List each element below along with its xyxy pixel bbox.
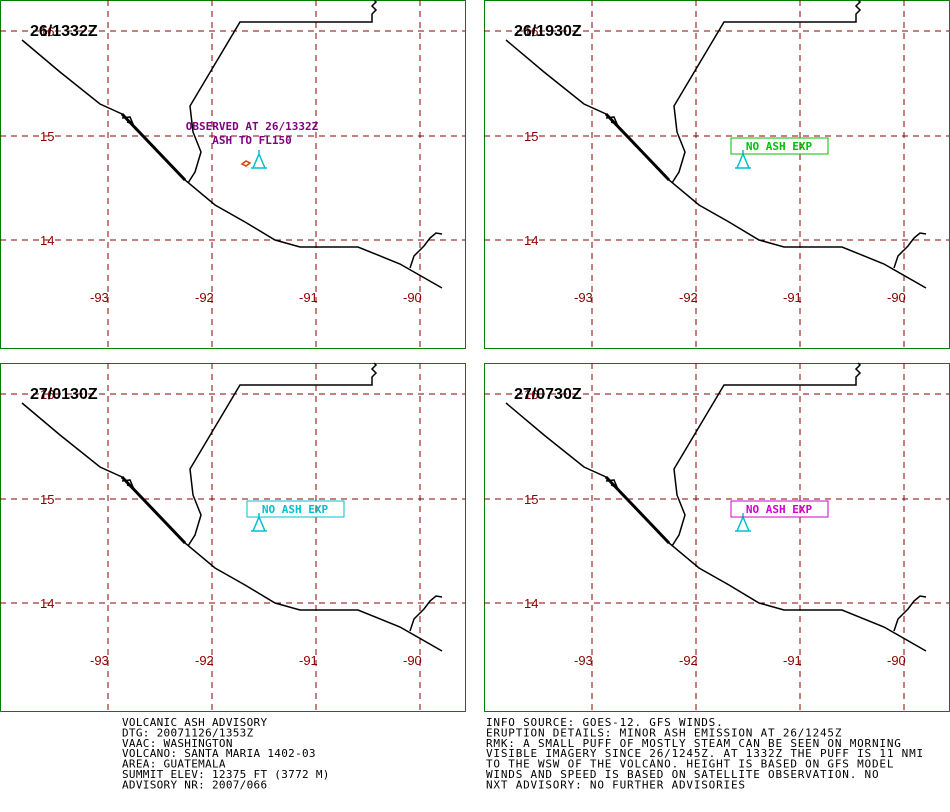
ash-area (240, 160, 252, 167)
coastline (409, 232, 443, 269)
lon-label: -92 (679, 290, 698, 305)
coastline (505, 402, 927, 652)
annotation: NO ASH EXP (262, 503, 329, 516)
coastline (893, 595, 927, 632)
annotation: NO ASH EXP (746, 503, 813, 516)
annotation-box (730, 500, 829, 518)
lat-label: 16 (524, 387, 538, 402)
lon-label: -90 (887, 653, 906, 668)
annotation: NO ASH EXP (746, 140, 813, 153)
lat-label: 15 (524, 129, 538, 144)
advisory-line: TO THE WSW OF THE VOLCANO. HEIGHT IS BAS… (486, 758, 894, 771)
lon-label: -90 (403, 653, 422, 668)
coastline (21, 402, 443, 652)
coastline-thick (120, 112, 187, 182)
lon-label: -93 (90, 290, 109, 305)
advisory-line: VOLCANIC ASH ADVISORY (122, 716, 267, 729)
advisory-line: AREA: GUATEMALA (122, 758, 226, 771)
lat-label: 14 (40, 596, 54, 611)
lon-label: -91 (299, 290, 318, 305)
lon-label: -90 (887, 290, 906, 305)
panel-frame (484, 363, 950, 712)
map-panel: 16 15 14 -93 -92 -91 -90 27/0130Z NO ASH EXP (0, 362, 466, 712)
coastline (505, 39, 927, 289)
advisory-line: WINDS AND SPEED IS BASED ON SATELLITE OB… (486, 768, 879, 781)
annotation-box (246, 500, 345, 518)
advisory-line: DTG: 20071126/1353Z (122, 726, 254, 739)
coastline (671, 0, 862, 184)
lat-label: 16 (524, 24, 538, 39)
map-panel: 16 15 14 -93 -92 -91 -90 26/1332Z OBSERVED AT 26… (0, 0, 466, 349)
lat-label: 14 (524, 233, 538, 248)
advisory-line: VAAC: WASHINGTON (122, 737, 233, 750)
lon-label: -93 (574, 653, 593, 668)
advisory-line: SUMMIT ELEV: 12375 FT (3772 M) (122, 768, 330, 781)
advisory-line: ADVISORY NR: 2007/066 (122, 778, 267, 791)
advisory-line: VOLCANO: SANTA MARIA 1402-03 (122, 747, 316, 760)
advisory-line: INFO SOURCE: GOES-12. GFS WINDS. (486, 716, 724, 729)
coastline-thick (604, 475, 671, 545)
annotation-box (730, 137, 829, 155)
map-panel: 16 15 14 -93 -92 -91 -90 27/0730Z NO ASH EXP (484, 362, 950, 712)
panel-frame (0, 0, 466, 349)
coastline-thick (604, 112, 671, 182)
annotation: ASH TO FL150 (212, 134, 291, 147)
coastline (187, 0, 378, 184)
lon-label: -91 (783, 653, 802, 668)
advisory-line: RMK: A SMALL PUFF OF MOSTLY STEAM CAN BE… (486, 737, 902, 750)
lon-label: -91 (783, 290, 802, 305)
lon-label: -92 (679, 653, 698, 668)
coastline (893, 232, 927, 269)
advisory-line: VISIBLE IMAGERY SINCE 26/1245Z. AT 1332Z… (486, 747, 924, 760)
lon-label: -93 (574, 290, 593, 305)
valid-time: 26/1332Z (30, 23, 98, 40)
map-panel: 16 15 14 -93 -92 -91 -90 26/1930Z NO ASH EXP (484, 0, 950, 349)
lat-label: 14 (524, 596, 538, 611)
panel-frame (0, 363, 466, 712)
valid-time: 27/0730Z (514, 386, 582, 403)
valid-time: 26/1930Z (514, 23, 582, 40)
coastline (21, 39, 443, 289)
lon-label: -92 (195, 653, 214, 668)
lon-label: -90 (403, 290, 422, 305)
lat-label: 14 (40, 233, 54, 248)
annotation: OBSERVED AT 26/1332Z (186, 120, 319, 133)
lat-label: 15 (40, 492, 54, 507)
lat-label: 15 (524, 492, 538, 507)
lat-label: 16 (40, 24, 54, 39)
coastline (409, 595, 443, 632)
advisory-line: ERUPTION DETAILS: MINOR ASH EMISSION AT … (486, 726, 842, 739)
coastline (187, 362, 378, 547)
panel-frame (484, 0, 950, 349)
coastline (671, 362, 862, 547)
coastline-thick (120, 475, 187, 545)
lat-label: 16 (40, 387, 54, 402)
lat-label: 15 (40, 129, 54, 144)
lon-label: -92 (195, 290, 214, 305)
lon-label: -93 (90, 653, 109, 668)
lon-label: -91 (299, 653, 318, 668)
volcano-icon (251, 150, 267, 169)
advisory-line: NXT ADVISORY: NO FURTHER ADVISORIES (486, 778, 746, 791)
valid-time: 27/0130Z (30, 386, 98, 403)
